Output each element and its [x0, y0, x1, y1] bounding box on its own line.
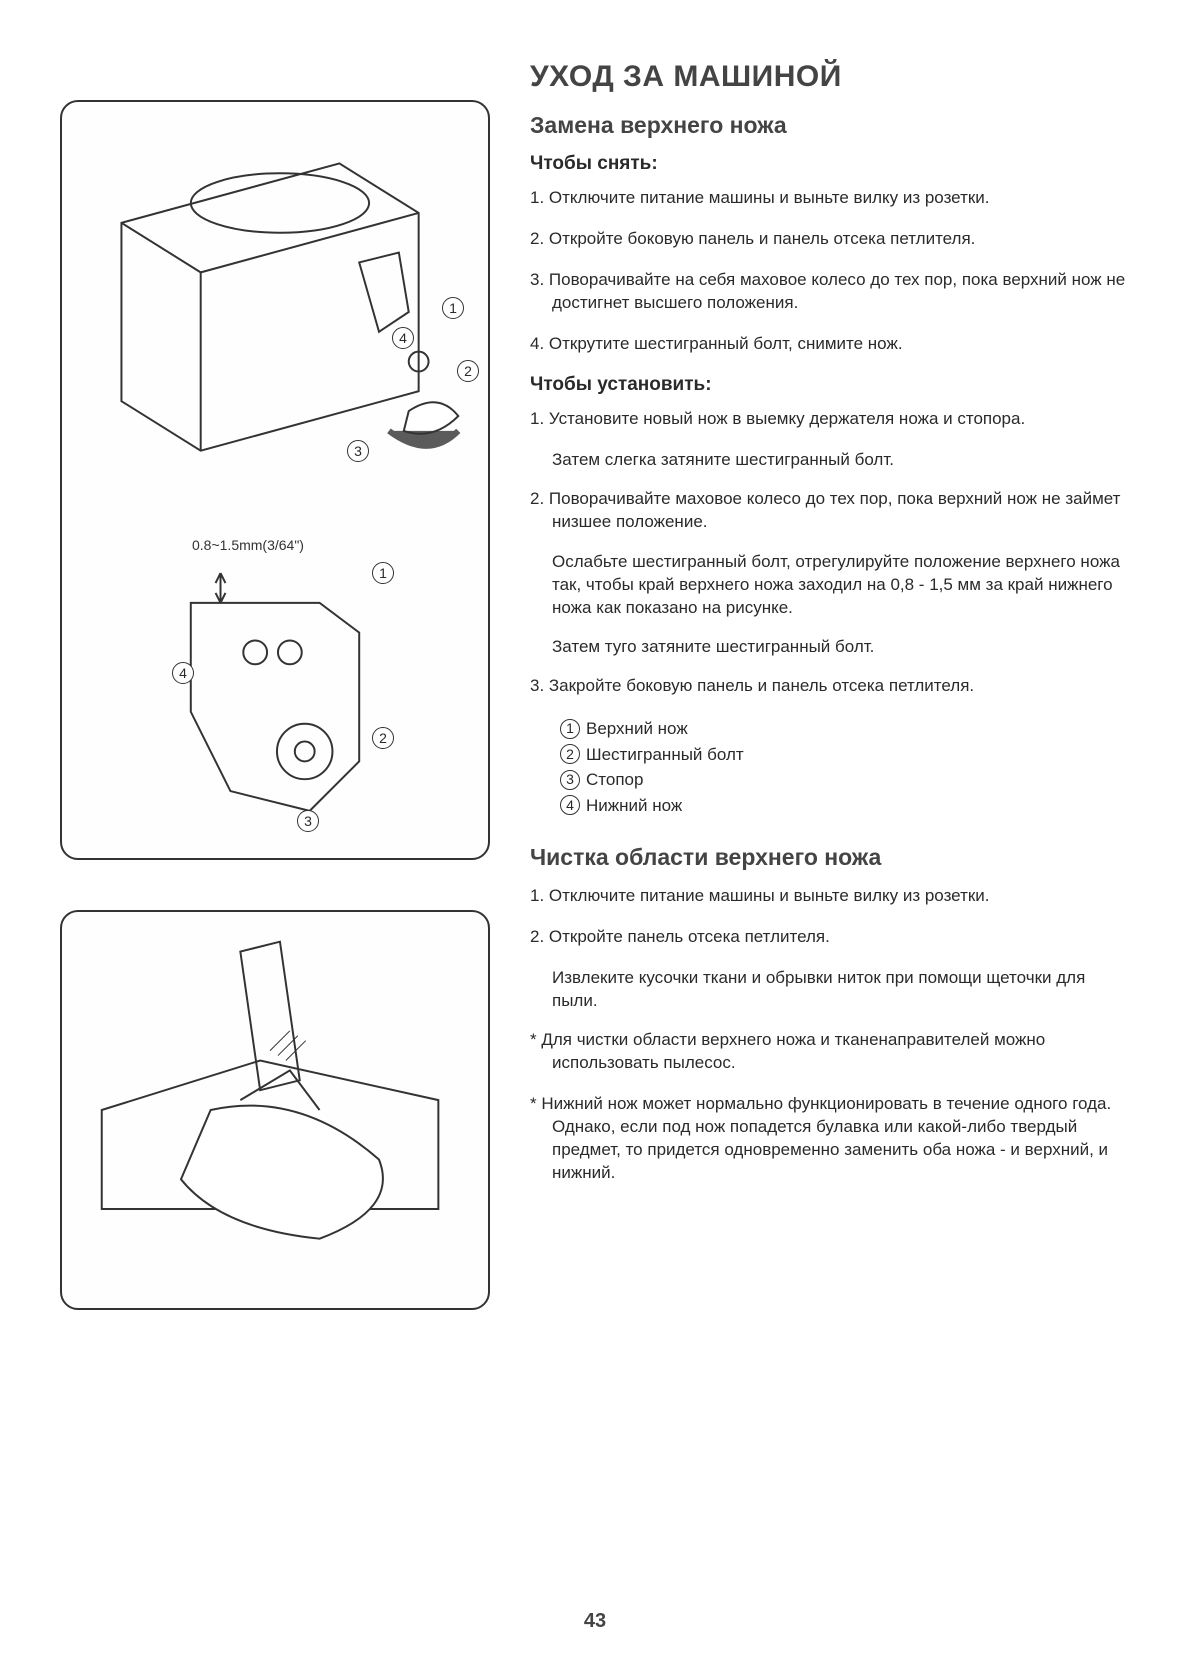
legend-label: Шестигранный болт: [586, 742, 744, 768]
install-substep: Затем туго затяните шестигранный болт.: [530, 636, 1130, 659]
legend-label: Стопор: [586, 767, 643, 793]
lower-diagram-svg: [62, 532, 488, 852]
legend-item: 3 Стопор: [560, 767, 1130, 793]
upper-diagram-svg: [62, 102, 488, 522]
clean-step: 2. Откройте панель отсека петлителя.: [530, 926, 1130, 949]
legend-label: Верхний нож: [586, 716, 688, 742]
callout-lower-4: 4: [172, 662, 194, 684]
legend-num-icon: 3: [560, 770, 580, 790]
remove-step: 2. Откройте боковую панель и панель отсе…: [530, 228, 1130, 251]
legend-num-icon: 2: [560, 744, 580, 764]
legend-item: 2 Шестигранный болт: [560, 742, 1130, 768]
install-substep: Затем слегка затяните шестигранный болт.: [530, 449, 1130, 472]
page-title: УХОД ЗА МАШИНОЙ: [530, 60, 1130, 94]
diagram-knife-replacement: 1 2 3 4 0.8~1.5mm(3/64"): [60, 100, 490, 860]
callout-3: 3: [347, 440, 369, 462]
callout-1: 1: [442, 297, 464, 319]
legend-item: 4 Нижний нож: [560, 793, 1130, 819]
callout-lower-1: 1: [372, 562, 394, 584]
legend-label: Нижний нож: [586, 793, 682, 819]
callout-2: 2: [457, 360, 479, 382]
cleaning-diagram-svg: [62, 912, 488, 1308]
legend-num-icon: 4: [560, 795, 580, 815]
remove-step: 3. Поворачивайте на себя маховое колесо …: [530, 269, 1130, 315]
note: * Для чистки области верхнего ножа и тка…: [530, 1029, 1130, 1075]
remove-heading: Чтобы снять:: [530, 153, 1130, 175]
diagram-cleaning: [60, 910, 490, 1310]
install-step: 2. Поворачивайте маховое колесо до тех п…: [530, 488, 1130, 534]
install-step: 3. Закройте боковую панель и панель отсе…: [530, 675, 1130, 698]
remove-step: 4. Открутите шестигранный болт, снимите …: [530, 333, 1130, 356]
legend-num-icon: 1: [560, 719, 580, 739]
callout-lower-2: 2: [372, 727, 394, 749]
clean-substep: Извлеките кусочки ткани и обрывки ниток …: [530, 967, 1130, 1013]
measurement-label: 0.8~1.5mm(3/64"): [192, 537, 304, 553]
install-substep: Ослабьте шестигранный болт, отрегулируйт…: [530, 551, 1130, 620]
note: * Нижний нож может нормально функциониро…: [530, 1093, 1130, 1185]
right-column: УХОД ЗА МАШИНОЙ Замена верхнего ножа Что…: [530, 60, 1130, 1360]
legend-item: 1 Верхний нож: [560, 716, 1130, 742]
install-heading: Чтобы установить:: [530, 374, 1130, 396]
remove-step: 1. Отключите питание машины и выньте вил…: [530, 187, 1130, 210]
callout-lower-3: 3: [297, 810, 319, 832]
page-number: 43: [0, 1610, 1190, 1633]
clean-step: 1. Отключите питание машины и выньте вил…: [530, 885, 1130, 908]
section2-heading: Чистка области верхнего ножа: [530, 844, 1130, 871]
callout-4: 4: [392, 327, 414, 349]
install-step: 1. Установите новый нож в выемку держате…: [530, 408, 1130, 431]
section1-heading: Замена верхнего ножа: [530, 112, 1130, 139]
legend: 1 Верхний нож 2 Шестигранный болт 3 Стоп…: [530, 716, 1130, 818]
left-column: 1 2 3 4 0.8~1.5mm(3/64"): [60, 60, 490, 1360]
